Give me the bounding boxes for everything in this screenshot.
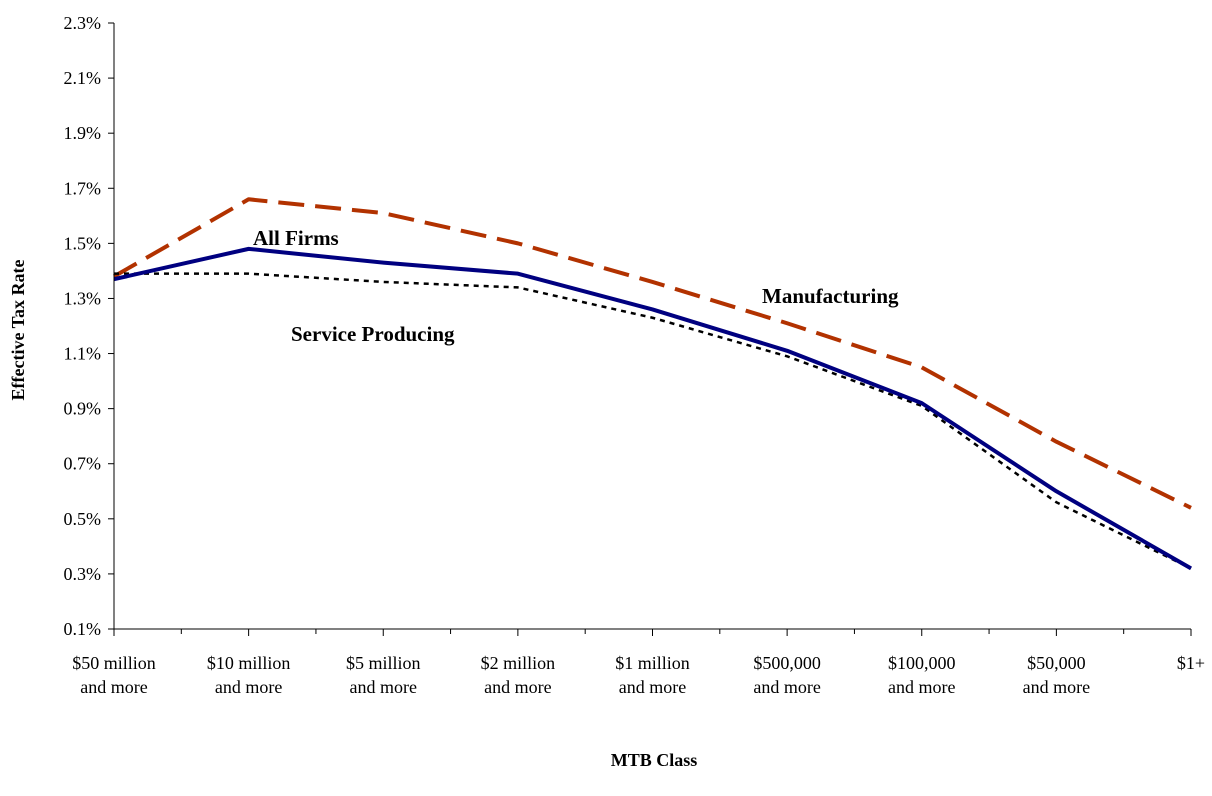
x-tick-label: $100,000 and more — [888, 653, 956, 697]
x-axis-ticks: $50 million and more $10 million and more $5… — [72, 629, 1205, 697]
y-tick-label: 0.7% — [64, 454, 102, 474]
y-tick-label: 0.9% — [64, 399, 102, 419]
x-tick-label: $50 million and more — [72, 653, 156, 697]
x-tick-label: $5 million and more — [346, 653, 421, 697]
y-tick-label: 1.7% — [64, 178, 102, 198]
x-tick-label: $500,000 and more — [753, 653, 821, 697]
y-tick-label: 0.1% — [64, 619, 102, 639]
y-tick-label: 1.5% — [64, 233, 102, 253]
series-label-service-producing: Service Producing — [291, 322, 455, 346]
series-line-service-producing — [114, 272, 1192, 570]
x-tick-label: $1+ — [1177, 653, 1205, 673]
y-axis-ticks: 0.1% 0.3% 0.5% 0.7% 0.9% 1.1% 1.3% 1.5% 1.7% 1.9%… — [64, 13, 114, 639]
y-tick-label: 2.1% — [64, 68, 102, 88]
y-axis-title: Effective Tax Rate — [8, 260, 28, 401]
series-line-all-firms — [113, 246, 1192, 571]
x-tick-label: $1 million and more — [615, 653, 690, 697]
x-tick-label: $50,000 and more — [1023, 653, 1090, 697]
y-tick-label: 1.1% — [64, 344, 102, 364]
series-label-manufacturing: Manufacturing — [762, 284, 899, 308]
y-tick-label: 0.3% — [64, 564, 102, 584]
series-line-manufacturing — [113, 197, 1192, 510]
y-tick-label: 1.9% — [64, 123, 102, 143]
x-tick-label: $10 million and more — [207, 653, 291, 697]
x-axis-title: MTB Class — [611, 750, 698, 770]
y-tick-label: 0.5% — [64, 509, 102, 529]
y-tick-label: 2.3% — [64, 13, 102, 33]
x-tick-label: $2 million and more — [481, 653, 556, 697]
series-label-all-firms: All Firms — [253, 226, 339, 250]
series-lines — [113, 197, 1192, 571]
y-tick-label: 1.3% — [64, 288, 102, 308]
